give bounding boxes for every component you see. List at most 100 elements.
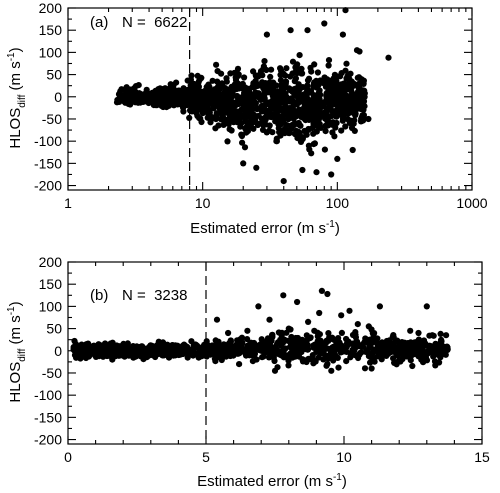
data-point bbox=[109, 356, 116, 363]
data-point bbox=[274, 350, 281, 357]
data-point bbox=[437, 347, 444, 354]
data-point bbox=[282, 78, 290, 85]
data-point bbox=[376, 303, 383, 310]
data-point bbox=[347, 350, 355, 358]
data-point bbox=[294, 84, 301, 91]
data-point bbox=[317, 337, 324, 344]
data-point bbox=[239, 80, 246, 87]
data-point bbox=[390, 355, 397, 362]
x-tick-label: 0 bbox=[64, 449, 72, 465]
data-point bbox=[338, 329, 345, 336]
data-point bbox=[354, 321, 361, 328]
data-point bbox=[308, 110, 315, 117]
data-point bbox=[283, 353, 290, 360]
data-point bbox=[299, 135, 306, 142]
data-point bbox=[308, 68, 315, 75]
data-point bbox=[324, 89, 331, 96]
data-point bbox=[338, 127, 345, 134]
data-point bbox=[344, 96, 351, 103]
x-tick-label: 100 bbox=[326, 195, 350, 211]
data-point bbox=[295, 89, 302, 96]
data-point bbox=[361, 365, 369, 372]
data-point bbox=[250, 80, 258, 87]
data-point bbox=[409, 362, 416, 370]
data-point bbox=[330, 75, 337, 82]
panel-b: -200 -150 -100 -50 0 50 100 150 200 0 5 10 15 (b) N … bbox=[6, 254, 490, 490]
data-point bbox=[239, 139, 246, 146]
data-point bbox=[418, 338, 425, 345]
y-tick-label: -50 bbox=[42, 365, 62, 381]
data-point bbox=[210, 105, 217, 112]
data-point bbox=[392, 350, 399, 357]
data-point bbox=[342, 67, 349, 74]
data-point bbox=[277, 89, 284, 96]
data-point bbox=[271, 367, 279, 374]
data-point bbox=[316, 120, 323, 128]
data-point bbox=[143, 86, 150, 93]
data-point bbox=[281, 126, 288, 133]
data-point bbox=[70, 344, 77, 351]
data-point bbox=[316, 331, 323, 338]
data-point bbox=[134, 348, 141, 355]
data-point bbox=[226, 126, 233, 133]
data-point bbox=[179, 96, 186, 103]
data-point bbox=[308, 150, 315, 157]
data-point bbox=[365, 323, 372, 330]
data-point bbox=[272, 345, 279, 352]
data-point bbox=[335, 335, 342, 342]
data-point bbox=[362, 335, 369, 342]
data-point bbox=[250, 111, 257, 118]
data-point bbox=[342, 123, 349, 130]
data-point bbox=[216, 90, 223, 97]
panel-a-points bbox=[113, 7, 392, 185]
data-point bbox=[286, 130, 293, 137]
panel-a: -200 -150 -100 -50 0 50 100 150 200 1 10 100 1000 (a… bbox=[6, 0, 488, 237]
data-point bbox=[357, 75, 365, 83]
data-point bbox=[277, 71, 284, 78]
data-point bbox=[372, 338, 379, 345]
data-point bbox=[359, 117, 367, 124]
data-point bbox=[289, 58, 297, 65]
data-point bbox=[206, 83, 213, 90]
data-point bbox=[136, 90, 143, 97]
data-point bbox=[165, 343, 173, 350]
y-tick-label: 200 bbox=[39, 254, 63, 270]
data-point bbox=[213, 354, 220, 361]
panel-b-label: (b) bbox=[90, 287, 108, 304]
x-tick-label: 15 bbox=[474, 449, 490, 465]
data-point bbox=[317, 77, 324, 84]
data-point bbox=[269, 129, 276, 136]
data-point bbox=[300, 94, 307, 102]
data-point bbox=[244, 336, 251, 343]
data-point bbox=[221, 118, 228, 125]
data-point bbox=[265, 113, 272, 120]
y-tick-label: 0 bbox=[54, 343, 62, 359]
data-point bbox=[112, 344, 119, 351]
data-point bbox=[313, 169, 320, 176]
data-point bbox=[396, 341, 403, 348]
data-point bbox=[267, 353, 274, 360]
data-point bbox=[135, 97, 142, 104]
data-point bbox=[237, 120, 244, 128]
data-point bbox=[280, 348, 287, 355]
data-point bbox=[318, 287, 325, 294]
data-point bbox=[432, 340, 439, 347]
data-point bbox=[215, 99, 222, 106]
y-tick-label: 100 bbox=[39, 298, 63, 314]
data-point bbox=[390, 334, 397, 341]
data-point bbox=[188, 83, 195, 90]
data-point bbox=[215, 338, 222, 345]
data-point bbox=[209, 114, 216, 121]
data-point bbox=[188, 72, 195, 79]
data-point bbox=[328, 171, 335, 178]
panel-a-label: (a) bbox=[90, 14, 108, 31]
data-point bbox=[321, 20, 328, 27]
data-point bbox=[296, 52, 303, 59]
data-point bbox=[164, 350, 171, 357]
data-point bbox=[322, 128, 329, 135]
data-point bbox=[325, 94, 332, 101]
data-point bbox=[297, 122, 304, 129]
data-point bbox=[104, 345, 111, 352]
data-point bbox=[238, 334, 246, 341]
data-point bbox=[401, 352, 408, 359]
